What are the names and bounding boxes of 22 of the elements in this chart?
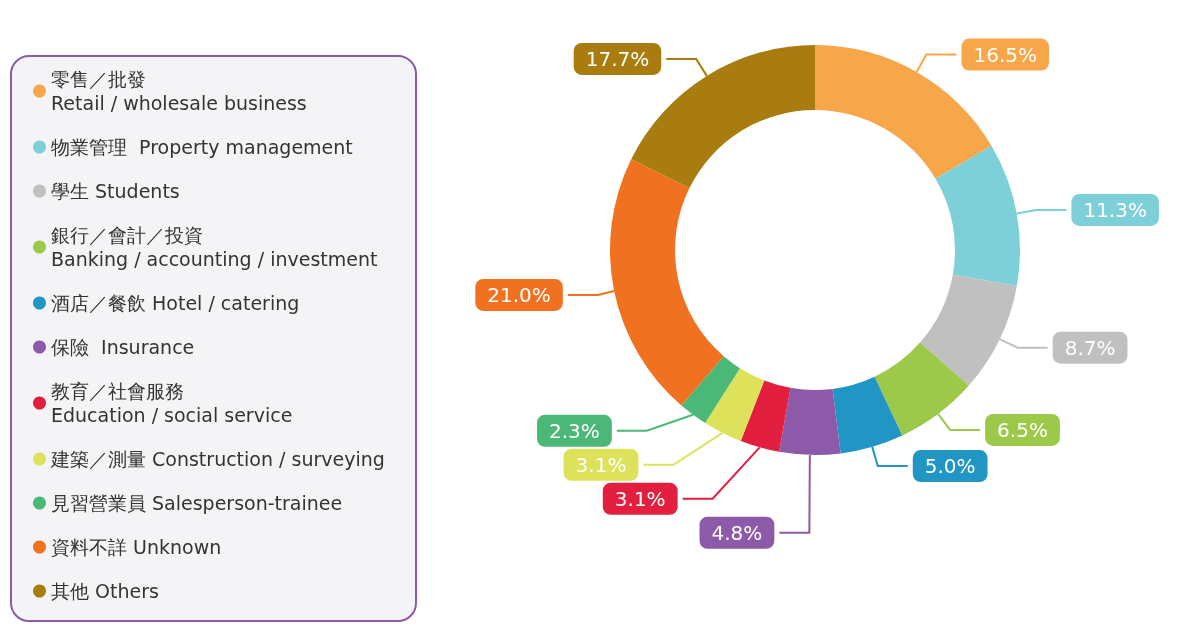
legend-label: 保險 Insurance [51, 336, 195, 358]
legend-label: 建築／測量 Construction / surveying [50, 448, 385, 470]
legend-label: 資料不詳 Unknown [51, 536, 222, 558]
legend-label: 學生 Students [51, 180, 180, 202]
legend-label: 銀行／會計／投資 Banking / accounting / investment [51, 224, 378, 270]
data-label: 17.7% [585, 46, 650, 71]
legend-label: 零售／批發 Retail / wholesale business [51, 68, 307, 114]
data-label: 6.5% [997, 417, 1048, 442]
data-label: 2.3% [549, 418, 600, 443]
data-label: 21.0% [487, 282, 551, 307]
data-label: 5.0% [924, 454, 976, 479]
legend-label: 其他 Others [51, 580, 159, 602]
data-label: 4.8% [711, 520, 763, 545]
legend-label: 教育／社會服務 Education / social service [51, 380, 293, 426]
data-label: 8.7% [1064, 335, 1116, 360]
legend-label: 物業管理 Property management [51, 136, 353, 158]
data-label: 16.5% [973, 42, 1038, 67]
data-label: 11.3% [1083, 197, 1147, 222]
data-label: 3.1% [614, 486, 666, 511]
legend-label: 酒店／餐飲 Hotel / catering [51, 292, 300, 314]
legend-label: 見習營業員 Salesperson-trainee [51, 492, 343, 514]
data-label: 3.1% [575, 452, 627, 477]
